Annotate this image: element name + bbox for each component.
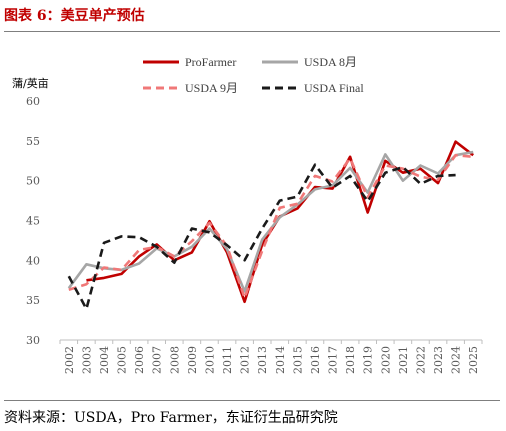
x-tick-label: 2007 — [151, 346, 164, 374]
series-line-3 — [67, 163, 456, 311]
y-tick-label: 45 — [26, 215, 40, 228]
x-tick-label: 2015 — [291, 346, 304, 374]
x-tick-label: 2002 — [63, 346, 76, 374]
x-tick-label: 2021 — [397, 346, 410, 374]
legend-label: ProFarmer — [185, 55, 236, 69]
x-tick-label: 2019 — [362, 346, 375, 374]
series-line-0 — [86, 140, 474, 304]
y-tick-label: 40 — [26, 254, 40, 267]
source-note: 资料来源：USDA，Pro Farmer，东证衍生品研究院 — [4, 410, 338, 426]
x-tick-label: 2009 — [186, 346, 199, 374]
x-tick-label: 2022 — [414, 346, 427, 374]
x-tick-label: 2003 — [80, 346, 93, 374]
x-tick-label: 2005 — [116, 346, 129, 374]
line-chart: 蒲/英亩 ProFarmer USDA 8月 USDA 9月 USDA Final 3… — [12, 55, 483, 374]
x-tick-label: 2012 — [239, 346, 252, 374]
x-tick-label: 2020 — [379, 346, 392, 374]
header-divider — [4, 31, 500, 32]
x-tick-label: 2008 — [168, 346, 181, 374]
x-tick-label: 2011 — [221, 346, 234, 374]
x-axis-ticks: 2002 2003 2004 2005 2006 2007 2008 2009 2010 2011… — [59, 339, 483, 374]
x-tick-label: 2010 — [203, 346, 216, 374]
y-tick-label: 35 — [26, 294, 40, 307]
x-tick-label: 2006 — [133, 346, 146, 374]
x-tick-label: 2016 — [309, 346, 322, 374]
y-tick-label: 55 — [26, 135, 40, 148]
legend-label: USDA 8月 — [304, 55, 357, 69]
x-tick-label: 2013 — [256, 346, 269, 374]
legend-label: USDA 9月 — [185, 81, 238, 95]
x-tick-label: 2025 — [467, 346, 480, 374]
x-tick-label: 2024 — [450, 346, 463, 374]
y-tick-label: 30 — [26, 334, 40, 347]
x-tick-label: 2014 — [274, 346, 287, 374]
chart-title: 图表 6：美豆单产预估 — [4, 8, 145, 24]
y-axis-ticks: 30 35 40 45 50 55 60 — [26, 95, 40, 347]
x-tick-label: 2018 — [344, 346, 357, 374]
legend: ProFarmer USDA 8月 USDA 9月 USDA Final — [143, 55, 364, 95]
y-tick-label: 50 — [26, 175, 40, 188]
x-tick-label: 2017 — [327, 346, 340, 374]
x-tick-label: 2004 — [98, 346, 111, 374]
y-tick-label: 60 — [26, 95, 40, 108]
legend-label: USDA Final — [304, 81, 364, 95]
footer-divider — [4, 400, 500, 401]
series-lines — [67, 140, 474, 311]
x-tick-label: 2023 — [432, 346, 445, 374]
y-axis-label: 蒲/英亩 — [12, 76, 49, 90]
